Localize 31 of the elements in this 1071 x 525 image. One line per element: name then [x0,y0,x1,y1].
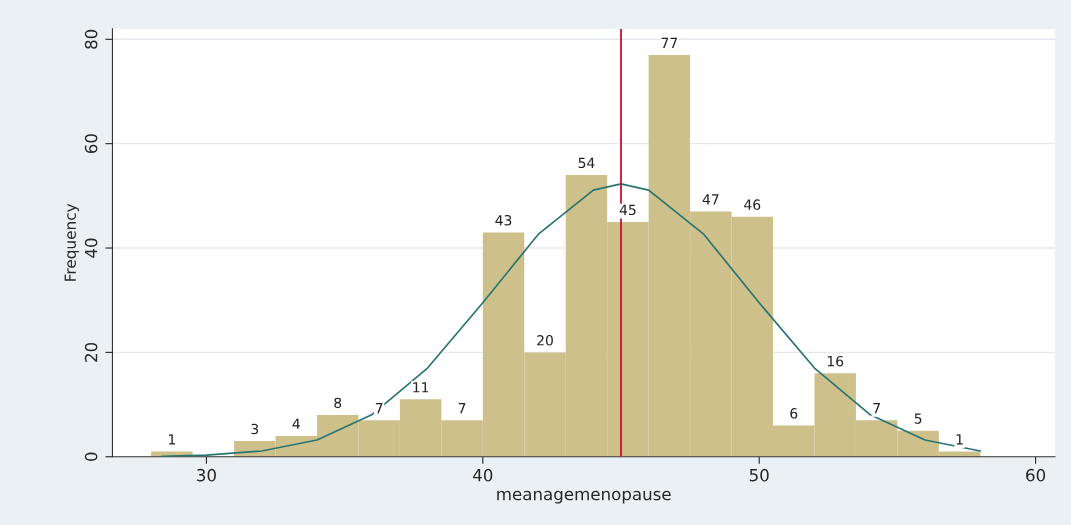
data-label: 7 [375,403,383,414]
x-tick-label: 60 [1026,468,1046,482]
data-label: 43 [495,215,512,226]
line-series [161,183,982,457]
x-axis-title: meanagemenopause [497,490,671,504]
data-label: 16 [827,355,844,367]
data-label: 3 [251,423,259,435]
y-tick-label: 0 [84,452,98,461]
data-label: 54 [578,157,595,169]
data-label: 20 [537,335,553,346]
x-tick-label: 40 [473,468,493,482]
x-tick-label: 30 [197,468,216,482]
y-tick-label: 20 [84,342,98,362]
y-tick-label: 60 [84,134,98,154]
data-label: 4 [292,418,300,429]
data-label: 45 [619,204,636,216]
data-label: 1 [956,434,963,445]
data-label: 7 [873,403,880,414]
y-tick-label: 80 [84,29,98,49]
data-label: 46 [744,199,761,210]
y-tick-label: 40 [84,238,98,258]
data-label: 77 [661,37,678,48]
data-label: 6 [790,408,798,419]
data-label: 11 [413,382,429,393]
y-axis-title: Frequency [64,203,79,281]
data-label: 7 [458,403,466,414]
data-label: 47 [702,194,719,205]
x-tick-label: 50 [749,468,769,482]
data-label: 8 [334,397,342,409]
data-label: 5 [914,413,922,424]
data-label: 1 [168,434,176,445]
